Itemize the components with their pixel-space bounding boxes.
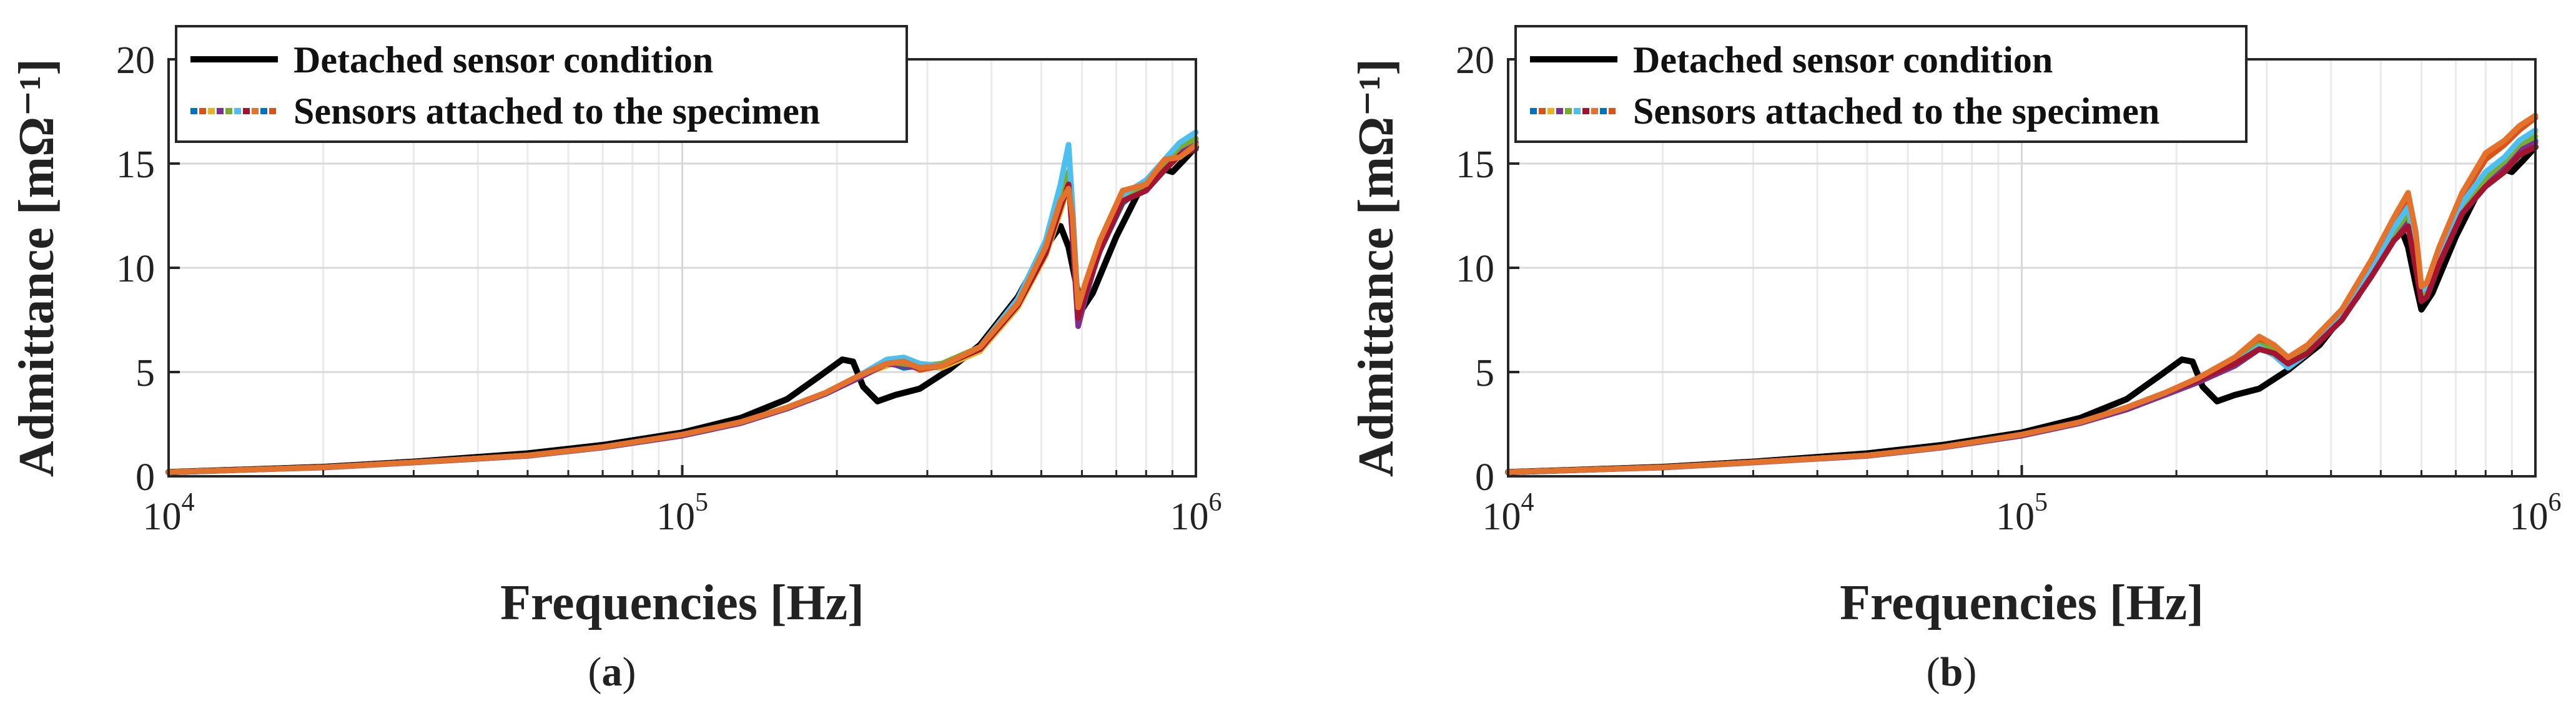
x-tick-exponent: 6 [1209,488,1222,517]
y-tick-label: 20 [1456,39,1494,82]
y-tick-label: 20 [116,39,155,82]
panel-caption: (b) [1927,649,1977,695]
x-tick-base: 10 [1996,496,2035,538]
series-attached-line-8 [1505,112,2539,475]
legend-box [175,25,908,143]
x-tick-exponent: 4 [1521,488,1534,517]
x-tick-exponent: 5 [695,488,708,517]
x-tick-exponent: 6 [2549,488,2562,517]
caption-open: ( [588,649,602,695]
legend-label-attached: Sensors attached to the specimen [294,91,820,132]
x-tick-base: 10 [2510,496,2549,538]
x-tick-exponent: 5 [2035,488,2048,517]
x-tick-label: 104 [143,488,195,538]
caption-close: ) [623,649,636,695]
series-attached-line-8 [165,142,1199,475]
legend: Detached sensor condition Sensors attache… [1514,25,2248,143]
x-tick-label: 106 [2510,488,2562,538]
y-axis-label: Admittance [mΩ⁻¹] [1349,59,1404,477]
x-tick-exponent: 4 [182,488,195,517]
y-tick-label: 15 [116,144,155,186]
x-tick-base: 10 [656,496,695,538]
caption-letter: b [1940,649,1963,695]
y-tick-label: 10 [1456,248,1494,290]
caption-open: ( [1927,649,1940,695]
x-tick-label: 104 [1483,488,1534,538]
legend-box [1514,25,2248,143]
y-tick-label: 0 [1475,456,1494,499]
y-tick-label: 10 [116,248,155,290]
caption-close: ) [1963,649,1976,695]
x-tick-label: 106 [1170,488,1222,538]
y-tick-label: 5 [1475,352,1494,395]
x-tick-label: 105 [1996,488,2048,538]
legend-label-detached: Detached sensor condition [294,39,713,81]
y-tick-label: 15 [1456,144,1494,186]
y-axis-label: Admittance [mΩ⁻¹] [9,59,64,477]
series-group [165,129,1199,476]
caption-letter: a [602,649,623,695]
legend: Detached sensor condition Sensors attache… [175,25,908,143]
x-axis-label: Frequencies [Hz] [1840,576,2204,630]
series-group [1505,112,2539,476]
legend-label-attached: Sensors attached to the specimen [1633,91,2159,132]
panel-caption: (a) [588,649,636,695]
legend-label-detached: Detached sensor condition [1633,39,2053,81]
x-tick-base: 10 [1483,496,1521,538]
y-tick-label: 0 [136,456,155,499]
x-tick-base: 10 [143,496,182,538]
x-tick-base: 10 [1170,496,1209,538]
x-axis-label: Frequencies [Hz] [500,576,864,630]
y-tick-label: 5 [136,352,155,395]
x-tick-label: 105 [656,488,708,538]
